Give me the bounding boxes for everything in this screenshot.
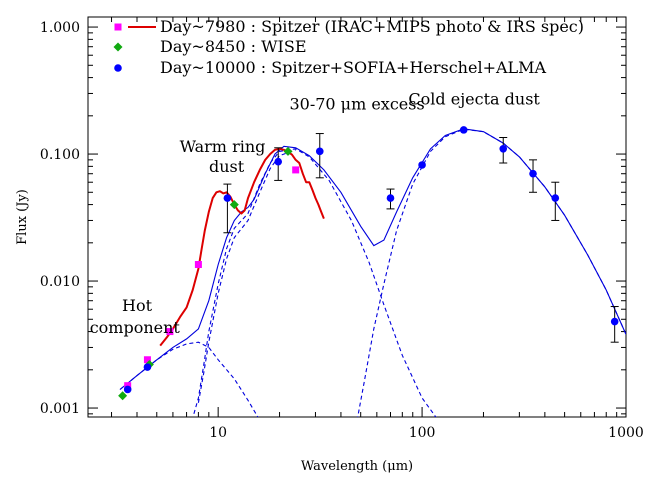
y-axis-label: Flux (Jy) — [15, 189, 30, 245]
square-point — [194, 260, 202, 268]
legend-diamond-symbol — [113, 42, 123, 52]
legend-label: Day~10000 : Spitzer+SOFIA+Herschel+ALMA — [160, 58, 547, 77]
circle-point — [610, 317, 619, 326]
circle-point — [529, 169, 537, 178]
circle-point — [418, 161, 426, 169]
circle-point — [551, 194, 560, 202]
circle-point — [143, 363, 152, 371]
annotation-text: Warm ring — [180, 137, 266, 156]
plot-frame — [87, 16, 627, 418]
x-tick-label: 1000 — [608, 425, 644, 441]
annotation-text: 30-70 μm excess — [289, 94, 424, 113]
axis-ticks — [88, 17, 627, 417]
legend: Day~7980 : Spitzer (IRAC+MIPS photo & IR… — [113, 17, 584, 77]
square-point — [166, 328, 174, 336]
y-tick-label: 0.001 — [40, 401, 80, 417]
x-axis-label: Wavelength (μm) — [301, 459, 413, 474]
circle-point — [459, 126, 468, 134]
data-markers — [118, 126, 619, 401]
model-warm-component-alt-line — [197, 149, 296, 403]
legend-circle-symbol — [114, 64, 122, 72]
legend-square-symbol — [114, 23, 122, 31]
annotation-text: dust — [209, 157, 245, 176]
circle-point — [123, 385, 132, 394]
circle-point — [499, 144, 508, 153]
model-hot-component-line — [119, 341, 259, 417]
circle-point — [274, 157, 283, 166]
diamond-point — [118, 391, 128, 401]
circle-point — [386, 194, 395, 202]
model-cold-component-line — [357, 128, 626, 417]
diamond-point — [229, 200, 239, 210]
annotation-text: Cold ejecta dust — [408, 90, 540, 109]
spectrum-layer — [159, 147, 325, 347]
diamond-point — [283, 146, 293, 156]
annotation-text: component — [90, 318, 181, 337]
legend-label: Day~7980 : Spitzer (IRAC+MIPS photo & IR… — [160, 17, 584, 36]
circle-point — [223, 194, 232, 202]
model-curves — [119, 128, 626, 417]
annotation-text: Hot — [122, 296, 153, 315]
circle-point — [315, 147, 324, 156]
y-tick-label: 0.100 — [40, 147, 80, 163]
x-tick-label: 10 — [209, 425, 227, 441]
model-warm-component-line — [193, 148, 437, 417]
axis-tick-labels: 10 100 1000 0.001 0.010 0.100 1.000 — [40, 20, 644, 441]
legend-label: Day~8450 : WISE — [160, 37, 307, 56]
y-tick-label: 0.010 — [40, 274, 80, 290]
square-point — [292, 166, 300, 174]
square-point — [124, 382, 132, 390]
irs-spectrum-line — [159, 147, 325, 347]
y-tick-label: 1.000 — [40, 20, 80, 36]
square-point — [143, 356, 151, 364]
model-total-line — [119, 128, 626, 390]
x-tick-label: 100 — [409, 425, 436, 441]
